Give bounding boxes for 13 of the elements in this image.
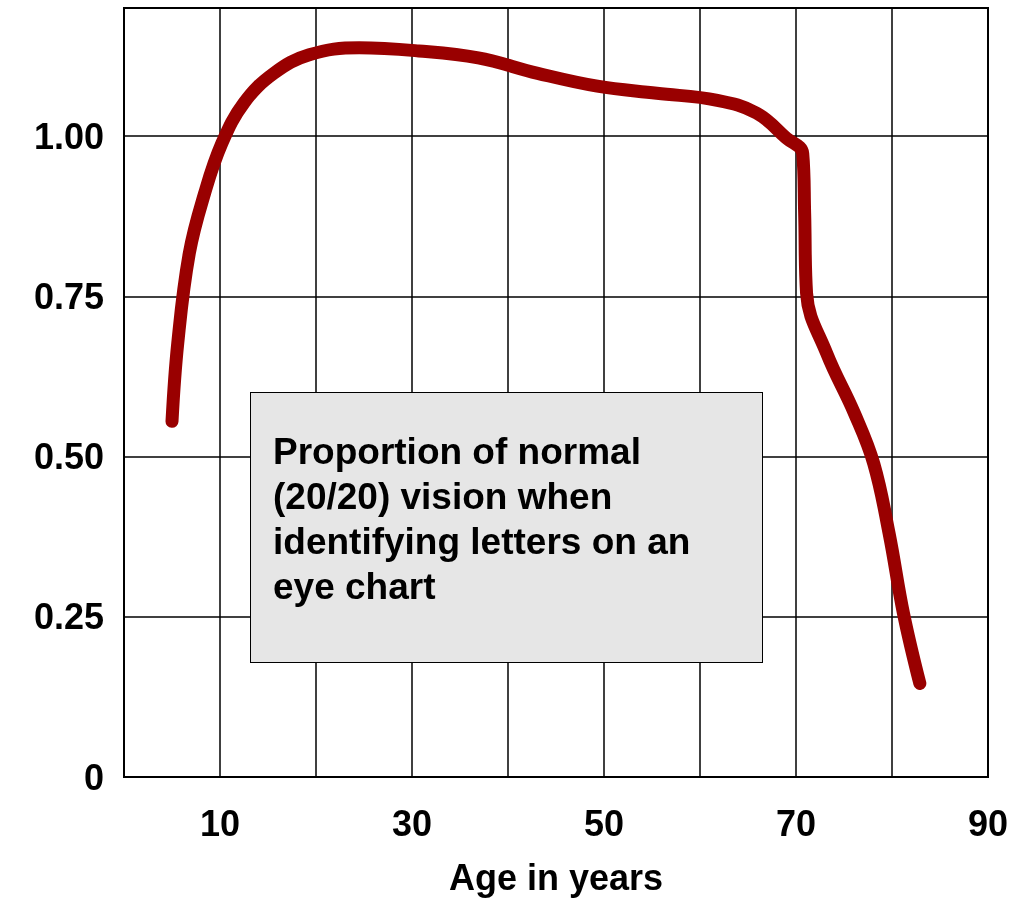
note-box: Proportion of normal (20/20) vision when identifying letters on an eye chart (250, 392, 763, 663)
x-tick-label: 50 (583, 802, 625, 844)
y-tick-label: 0 (83, 756, 104, 798)
y-tick-label: 0.75 (33, 275, 104, 317)
x-tick-label: 10 (199, 802, 241, 844)
x-axis-title: Age in years (448, 856, 664, 898)
x-tick-label: 90 (967, 802, 1009, 844)
x-tick-label: 30 (391, 802, 433, 844)
y-tick-label: 0.50 (33, 436, 104, 478)
x-tick-label: 70 (775, 802, 817, 844)
y-tick-label: 1.00 (33, 115, 104, 157)
y-tick-label: 0.25 (33, 596, 104, 638)
annotation: Proportion of normal (20/20) vision when identifying letters on an eye chart (273, 430, 692, 609)
